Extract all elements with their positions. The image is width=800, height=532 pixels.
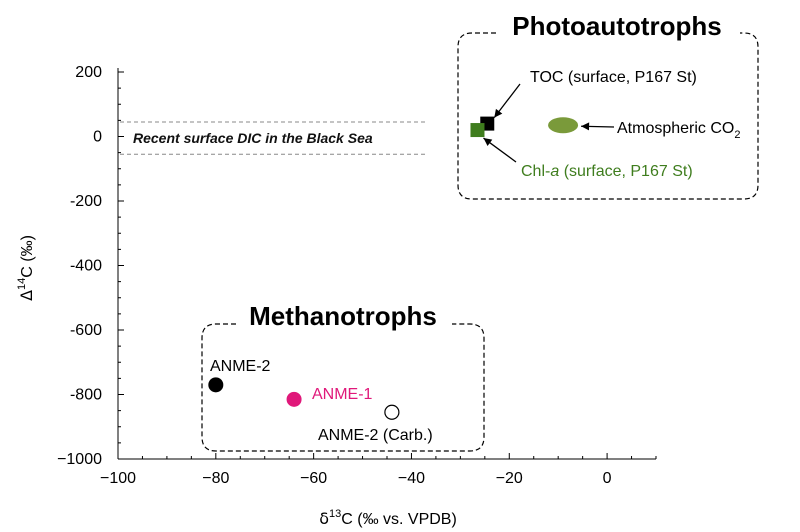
data-point-4 bbox=[286, 391, 302, 407]
data-point-5 bbox=[384, 404, 400, 420]
data-point-2 bbox=[548, 117, 579, 134]
y-tick-label: -800 bbox=[70, 387, 102, 404]
anme-1-label: ANME-1 bbox=[312, 386, 373, 403]
y-tick-label: -200 bbox=[70, 193, 102, 210]
toc-arrow bbox=[493, 83, 521, 118]
dic-band-label: Recent surface DIC in the Black Sea bbox=[133, 130, 373, 146]
y-tick-label: -400 bbox=[70, 258, 102, 275]
x-tick-label: −80 bbox=[202, 470, 229, 487]
x-axis-title: δ13C (‰ vs. VPDB) bbox=[319, 508, 457, 528]
x-tick-label: −20 bbox=[496, 470, 523, 487]
y-tick-label: -600 bbox=[70, 322, 102, 339]
data-point-1 bbox=[470, 123, 485, 138]
y-tick-label: 0 bbox=[93, 129, 102, 146]
data-points bbox=[208, 116, 579, 420]
anme-2-label: ANME-2 bbox=[210, 358, 271, 375]
x-tick-label: −60 bbox=[300, 470, 327, 487]
axes: 200 0 -200 -400 -600 -800 −1000 −100 −80 −60 −40 −2… bbox=[57, 64, 657, 487]
y-tick-label: −1000 bbox=[57, 451, 102, 468]
anme-2-carb-label: ANME-2 (Carb.) bbox=[318, 427, 433, 444]
y-tick-label: 200 bbox=[75, 64, 102, 81]
chl-a-arrow bbox=[483, 137, 517, 163]
toc-label: TOC (surface, P167 St) bbox=[530, 69, 697, 86]
co2-arrow bbox=[581, 122, 615, 131]
y-axis-title: Δ14C (‰) bbox=[16, 235, 36, 301]
x-tick-label: 0 bbox=[603, 470, 612, 487]
photoautotrophs-title: Photoautotrophs bbox=[512, 11, 721, 41]
methanotrophs-title: Methanotrophs bbox=[249, 301, 437, 331]
atmospheric-co2-label: Atmospheric CO2 bbox=[617, 120, 741, 141]
x-tick-label: −100 bbox=[100, 470, 136, 487]
annotation-arrows bbox=[483, 83, 615, 163]
chl-a-label: Chl-a (surface, P167 St) bbox=[521, 163, 693, 180]
x-tick-label: −40 bbox=[398, 470, 425, 487]
methanotrophs-box bbox=[201, 323, 485, 452]
data-point-3 bbox=[208, 377, 224, 393]
